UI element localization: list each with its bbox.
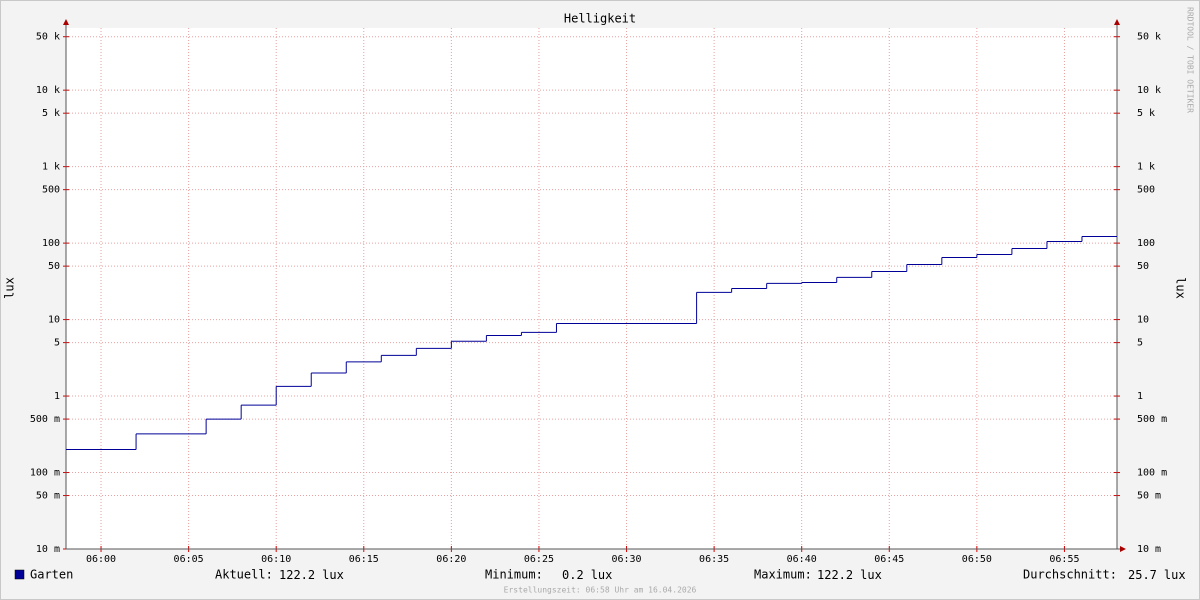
axis-arrow	[1114, 19, 1120, 25]
x-tick-label: 06:50	[962, 554, 992, 565]
y-tick-label: 1	[54, 391, 60, 402]
axis-arrow	[63, 19, 69, 25]
watermark: RRDTOOL / TOBI OETIKER	[1186, 7, 1195, 113]
y2-tick-label: 1 k	[1137, 162, 1155, 173]
y-tick-label: 500 m	[30, 414, 60, 425]
plot-area	[66, 28, 1117, 549]
axis-arrow	[1120, 546, 1126, 552]
stat-unit: lux	[860, 568, 882, 582]
x-tick-label: 06:40	[787, 554, 817, 565]
y-tick-label: 10 k	[36, 85, 60, 96]
x-tick-label: 06:10	[261, 554, 291, 565]
stat-value: 0.2 lux	[562, 568, 612, 582]
y-tick-label: 50 k	[36, 32, 60, 43]
y-tick-label: 10	[48, 315, 60, 326]
y2-tick-label: 50 k	[1137, 32, 1161, 43]
y2-tick-label: 1	[1137, 391, 1143, 402]
y2-tick-label: 5	[1137, 338, 1143, 349]
legend-swatch	[14, 569, 25, 580]
x-tick-label: 06:05	[174, 554, 204, 565]
stat-unit: lux	[591, 568, 613, 582]
stat-number: 122.2	[279, 568, 315, 582]
y-tick-label: 100	[42, 238, 60, 249]
y2-tick-label: 500	[1137, 185, 1155, 196]
y-tick-label: 10 m	[36, 544, 60, 555]
y-tick-label: 50 m	[36, 491, 60, 502]
x-tick-label: 06:35	[699, 554, 729, 565]
y2-tick-label: 100	[1137, 238, 1155, 249]
stat-unit: lux	[1164, 568, 1186, 582]
stat-value: 122.2 lux	[817, 568, 882, 582]
y2-tick-label: 10 m	[1137, 544, 1161, 555]
x-tick-label: 06:15	[349, 554, 379, 565]
stat-value: 25.7 lux	[1128, 568, 1186, 582]
stat-label: Maximum:	[754, 568, 812, 582]
y-tick-label: 5 k	[42, 108, 60, 119]
stat-number: 122.2	[817, 568, 853, 582]
y2-tick-label: 10	[1137, 315, 1149, 326]
x-tick-label: 06:45	[874, 554, 904, 565]
x-tick-label: 06:00	[86, 554, 116, 565]
y2-tick-label: 50 m	[1137, 491, 1161, 502]
x-tick-label: 06:20	[436, 554, 466, 565]
y-tick-label: 500	[42, 185, 60, 196]
y-tick-label: 50	[48, 261, 60, 272]
legend-label: Garten	[30, 568, 73, 582]
stat-label: Aktuell:	[215, 568, 273, 582]
y2-tick-label: 100 m	[1137, 468, 1167, 479]
stat-number: 25.7	[1128, 568, 1157, 582]
y2-tick-label: 5 k	[1137, 108, 1155, 119]
stat-label: Durchschnitt:	[1023, 568, 1117, 582]
series	[66, 235, 1117, 451]
y-tick-label: 1 k	[42, 162, 60, 173]
chart-title: Helligkeit	[564, 12, 636, 26]
y2-tick-label: 50	[1137, 261, 1149, 272]
legend: Garten Aktuell: 122.2 lux Minimum: 0.2 lux Maxi…	[14, 568, 1186, 582]
y2-tick-label: 10 k	[1137, 85, 1161, 96]
y-tick-label: 100 m	[30, 468, 60, 479]
x-tick-label: 06:25	[524, 554, 554, 565]
stat-value: 122.2 lux	[279, 568, 344, 582]
footer: Erstellungszeit: 06:58 Uhr am 16.04.2026	[504, 586, 697, 595]
y-axis-label: lux	[3, 277, 17, 299]
x-tick-label: 06:55	[1049, 554, 1079, 565]
x-tick-label: 06:30	[611, 554, 641, 565]
stat-unit: lux	[322, 568, 344, 582]
stat-label: Minimum:	[485, 568, 543, 582]
y2-tick-label: 500 m	[1137, 414, 1167, 425]
y2-axis-label: lux	[1174, 277, 1188, 299]
stat-number: 0.2	[562, 568, 584, 582]
y-tick-label: 5	[54, 338, 60, 349]
